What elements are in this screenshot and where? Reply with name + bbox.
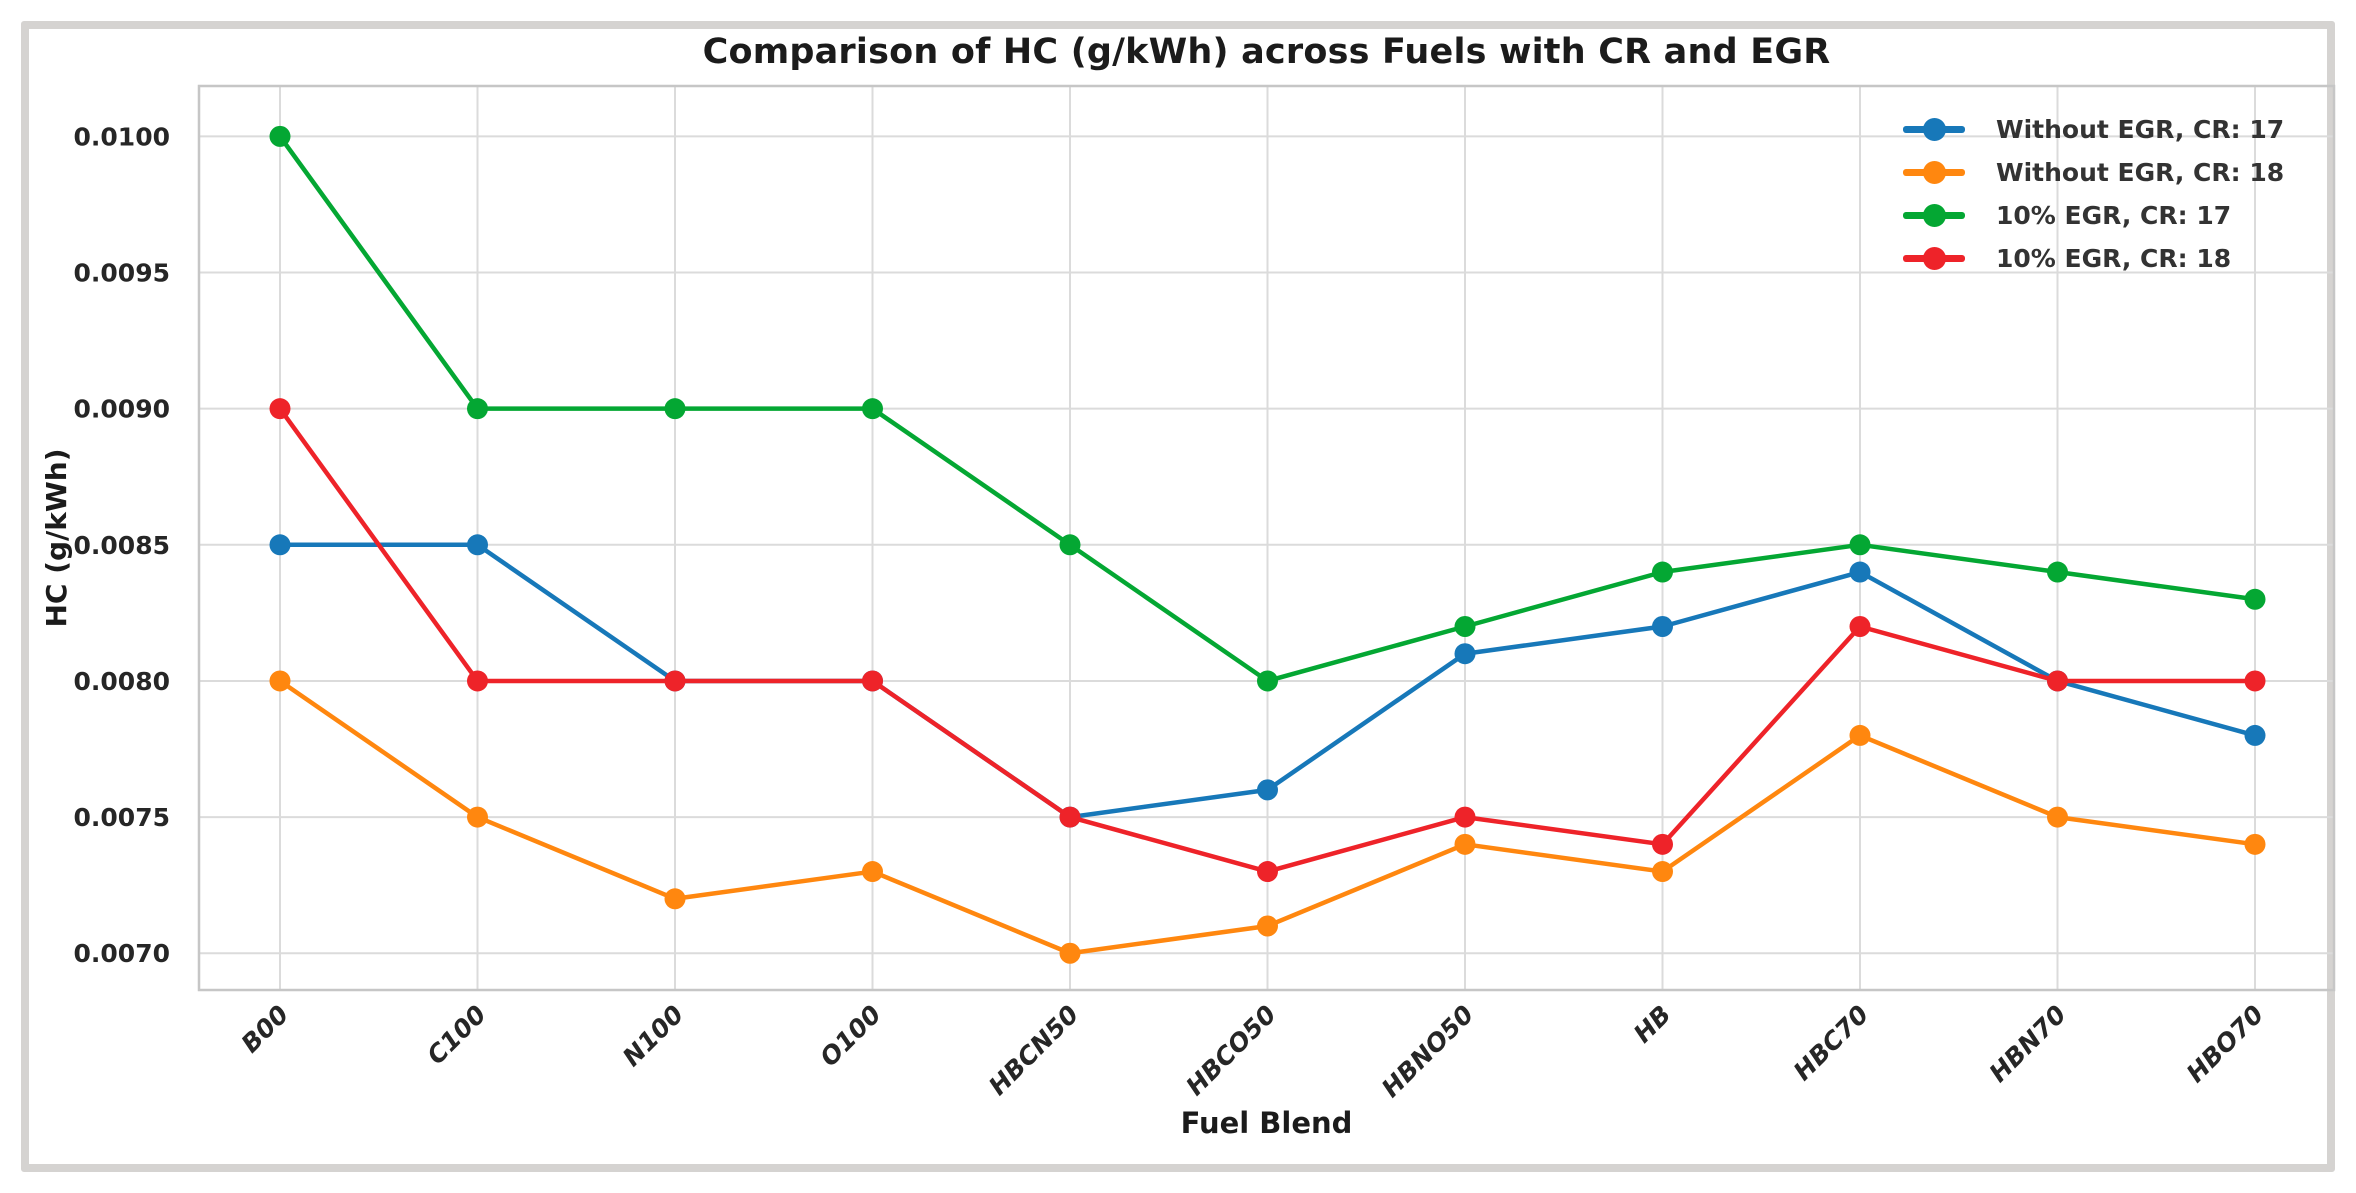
x-tick-label: HBCN50	[983, 1000, 1084, 1101]
data-point	[664, 888, 686, 910]
chart-title: Comparison of HC (g/kWh) across Fuels wi…	[702, 32, 1831, 72]
data-point	[862, 670, 883, 692]
x-tick-label: HBCO50	[1180, 1000, 1281, 1101]
legend-line-marker-icon	[1903, 118, 1965, 142]
data-point	[1257, 861, 1278, 883]
data-point	[1849, 561, 1871, 583]
y-tick-label: 0.0090	[74, 395, 170, 424]
data-point	[664, 670, 686, 692]
data-point	[1059, 942, 1081, 964]
data-point	[269, 125, 291, 147]
legend-label: 10% EGR, CR: 17	[1996, 201, 2232, 230]
data-point	[1454, 615, 1476, 637]
x-tick-label: HB	[1628, 1000, 1677, 1049]
legend-line-marker-icon	[1903, 161, 1965, 185]
data-point	[1257, 670, 1278, 692]
data-point	[1257, 915, 1278, 937]
y-tick-label: 0.0070	[74, 939, 170, 968]
legend-line-marker-icon	[1903, 247, 1965, 271]
x-tick-label: HBN70	[1984, 1000, 2072, 1088]
data-point	[269, 398, 291, 420]
data-point	[269, 670, 291, 692]
data-point	[1454, 643, 1476, 665]
legend-entry: Without EGR, CR: 17	[1903, 108, 2284, 151]
data-point	[1257, 779, 1278, 801]
data-point	[1652, 833, 1673, 855]
data-point	[1849, 615, 1871, 637]
data-point	[664, 398, 686, 420]
data-point	[2047, 670, 2068, 692]
data-point	[467, 670, 488, 692]
data-point	[2047, 806, 2068, 828]
data-point	[2244, 670, 2266, 692]
legend-entry: Without EGR, CR: 18	[1903, 151, 2284, 194]
x-tick-label: C100	[421, 1000, 491, 1070]
data-point	[2047, 561, 2068, 583]
data-point	[1454, 833, 1476, 855]
x-axis-label: Fuel Blend	[1180, 1106, 1353, 1140]
y-tick-label: 0.0100	[74, 122, 170, 151]
data-point	[1849, 724, 1871, 746]
y-axis-label: HC (g/kWh)	[40, 448, 73, 628]
x-tick-label: HBNO50	[1376, 1000, 1479, 1103]
x-tick-label: HBO70	[2181, 1000, 2269, 1088]
legend: Without EGR, CR: 17 Without EGR, CR: 18 10…	[1903, 108, 2284, 280]
data-point	[862, 398, 883, 420]
data-point	[2244, 833, 2266, 855]
data-point	[1454, 806, 1476, 828]
plot-border	[197, 84, 2336, 992]
data-point	[269, 534, 291, 556]
y-tick-label: 0.0080	[74, 667, 170, 696]
data-point	[1652, 561, 1673, 583]
data-point	[1059, 534, 1081, 556]
data-point	[1059, 806, 1081, 828]
legend-label: Without EGR, CR: 17	[1996, 115, 2285, 144]
legend-label: 10% EGR, CR: 18	[1996, 244, 2232, 273]
x-tick-label: B00	[236, 1000, 295, 1059]
legend-line-marker-icon	[1903, 204, 1965, 228]
legend-label: Without EGR, CR: 18	[1996, 158, 2285, 187]
y-tick-label: 0.0095	[74, 259, 170, 288]
data-point	[862, 861, 883, 883]
y-tick-label: 0.0075	[74, 803, 170, 832]
data-point	[1652, 615, 1673, 637]
data-point	[1849, 534, 1871, 556]
data-point	[2244, 588, 2266, 610]
y-tick-label: 0.0085	[74, 531, 170, 560]
legend-entry: 10% EGR, CR: 17	[1903, 194, 2284, 237]
data-point	[467, 806, 488, 828]
data-point	[2244, 724, 2266, 746]
data-point	[467, 398, 488, 420]
data-point	[467, 534, 488, 556]
x-tick-label: N100	[617, 1000, 689, 1072]
legend-entry: 10% EGR, CR: 18	[1903, 237, 2284, 280]
x-tick-label: HBC70	[1788, 1000, 1874, 1086]
data-point	[1652, 861, 1673, 883]
x-tick-label: O100	[814, 1000, 886, 1072]
